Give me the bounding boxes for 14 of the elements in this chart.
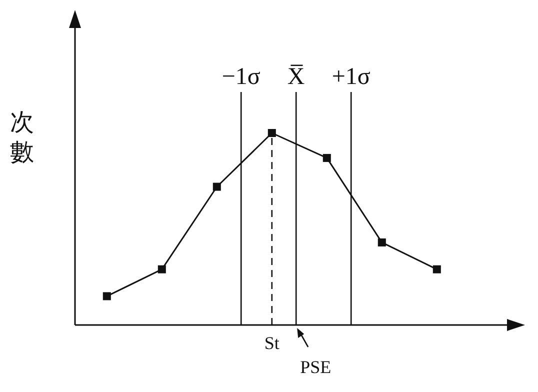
point — [322, 154, 331, 162]
point — [378, 238, 386, 246]
annotation: PSE — [300, 357, 332, 377]
point — [102, 292, 111, 300]
annotation: +1σ — [332, 64, 370, 325]
annotation: St — [264, 133, 280, 353]
annotation: X̅ — [287, 64, 305, 325]
annotation: −1σ — [222, 64, 260, 325]
y-axis-title: 次數 — [10, 108, 34, 166]
point — [432, 265, 441, 274]
text: X̅ — [287, 64, 305, 90]
point — [158, 265, 166, 274]
point — [268, 129, 276, 137]
point — [212, 182, 221, 191]
